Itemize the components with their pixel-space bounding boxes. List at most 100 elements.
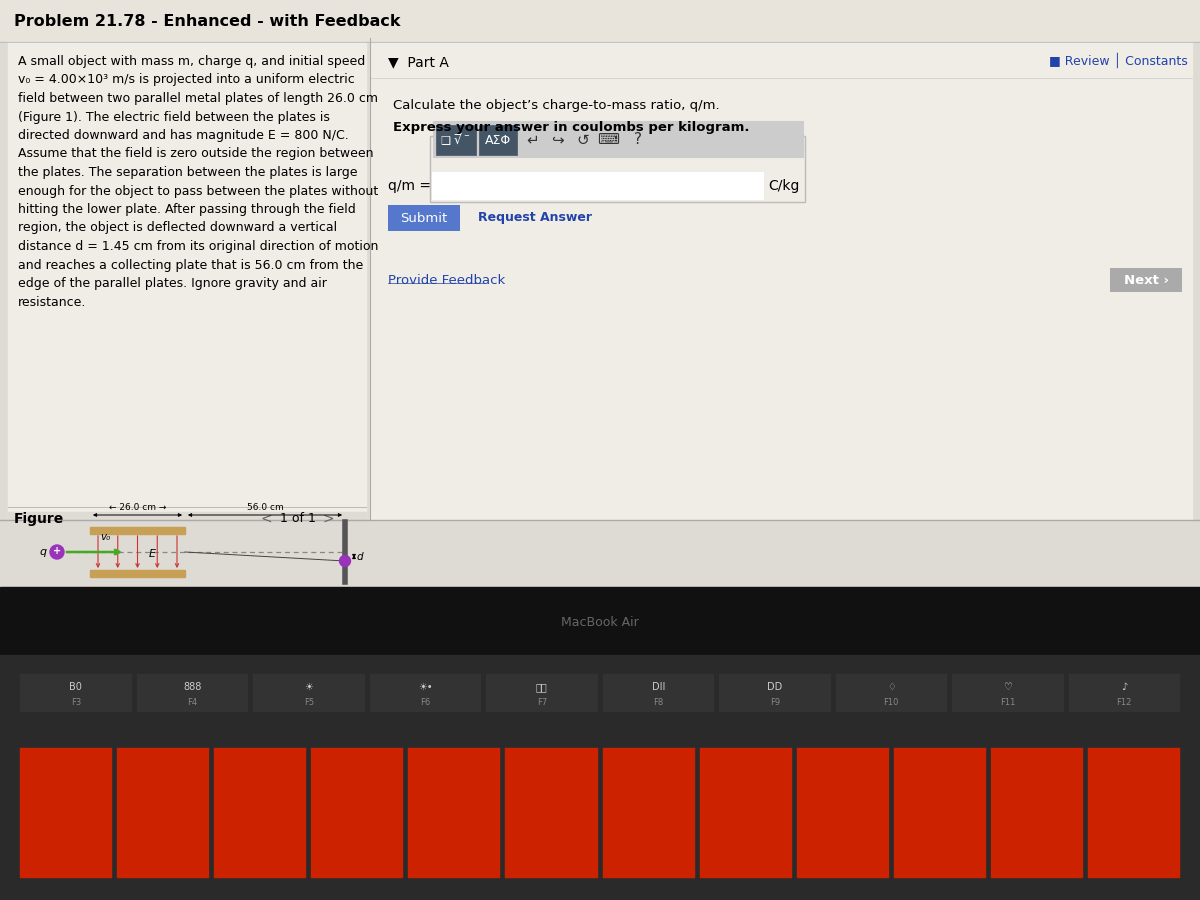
Bar (602, 674, 714, 712)
Text: ☀•: ☀• (418, 682, 432, 692)
Bar (505, 748, 598, 878)
Text: Submit: Submit (401, 212, 448, 224)
Bar (20, 674, 132, 712)
Text: Assume that the field is zero outside the region between: Assume that the field is zero outside th… (18, 148, 373, 160)
Text: F9: F9 (769, 698, 780, 707)
Bar (797, 748, 889, 878)
Bar (479, 125, 517, 155)
Text: <: < (260, 512, 271, 526)
Bar (214, 748, 306, 878)
Text: F7: F7 (536, 698, 547, 707)
Text: ☀: ☀ (305, 682, 313, 692)
Bar (253, 674, 365, 712)
Bar (719, 674, 830, 712)
Text: 888: 888 (184, 682, 202, 692)
Text: d: d (358, 552, 364, 562)
Text: E: E (149, 549, 156, 559)
Text: and reaches a collecting plate that is 56.0 cm from the: and reaches a collecting plate that is 5… (18, 258, 364, 272)
Bar (700, 748, 792, 878)
Text: DII: DII (652, 682, 665, 692)
Text: ♡: ♡ (1003, 682, 1012, 692)
Text: the plates. The separation between the plates is large: the plates. The separation between the p… (18, 166, 358, 179)
Bar (0, 587, 1200, 655)
Text: Calculate the object’s charge-to-mass ratio, q/m.: Calculate the object’s charge-to-mass ra… (394, 98, 720, 112)
Text: ↪: ↪ (552, 132, 564, 148)
Text: ↵: ↵ (527, 132, 539, 148)
Text: A small object with mass m, charge q, and initial speed: A small object with mass m, charge q, an… (18, 55, 365, 68)
Text: v₀ = 4.00×10³ m/s is projected into a uniform electric: v₀ = 4.00×10³ m/s is projected into a un… (18, 74, 355, 86)
Bar (8, 512, 366, 590)
Text: +: + (53, 546, 61, 556)
Text: Next ›: Next › (1123, 274, 1169, 286)
Bar (433, 121, 803, 157)
Bar (0, 0, 1200, 40)
Text: region, the object is deflected downward a vertical: region, the object is deflected downward… (18, 221, 337, 235)
Bar (20, 748, 112, 878)
Bar (137, 674, 248, 712)
Bar (388, 205, 460, 231)
Bar (0, 655, 1200, 900)
Text: C/kg: C/kg (768, 179, 799, 193)
Text: Figure: Figure (14, 512, 65, 526)
Text: F12: F12 (1116, 698, 1132, 707)
Bar (118, 748, 209, 878)
Text: F11: F11 (1000, 698, 1015, 707)
Text: 1 of 1: 1 of 1 (280, 512, 316, 526)
Bar (311, 748, 403, 878)
Bar (370, 42, 1192, 520)
Bar (90, 527, 185, 534)
Text: F10: F10 (883, 698, 899, 707)
Text: ♪: ♪ (1121, 682, 1127, 692)
Text: 56.0 cm: 56.0 cm (247, 503, 283, 512)
Text: edge of the parallel plates. Ignore gravity and air: edge of the parallel plates. Ignore grav… (18, 277, 326, 290)
Text: ♢: ♢ (887, 682, 895, 692)
Text: ?: ? (634, 132, 642, 148)
Text: F8: F8 (653, 698, 664, 707)
Text: AΣΦ: AΣΦ (485, 133, 511, 147)
Text: ❑: ❑ (440, 135, 450, 145)
Text: Problem 21.78 - Enhanced - with Feedback: Problem 21.78 - Enhanced - with Feedback (14, 14, 401, 30)
Text: Provide Feedback: Provide Feedback (388, 274, 505, 286)
Text: (Figure 1). The electric field between the plates is: (Figure 1). The electric field between t… (18, 111, 330, 123)
Bar (952, 674, 1063, 712)
Text: MacBook Air: MacBook Air (562, 616, 638, 629)
Text: hitting the lower plate. After passing through the field: hitting the lower plate. After passing t… (18, 203, 355, 216)
Bar (370, 674, 481, 712)
Text: q: q (40, 547, 47, 557)
Text: ⏪⏪: ⏪⏪ (536, 682, 547, 692)
Text: F4: F4 (187, 698, 197, 707)
Bar (408, 748, 500, 878)
Text: q/m =: q/m = (388, 179, 431, 193)
Text: >: > (322, 512, 334, 526)
Text: ▼  Part A: ▼ Part A (388, 55, 449, 69)
Bar (835, 674, 947, 712)
Text: ■ Review │ Constants: ■ Review │ Constants (1049, 52, 1188, 68)
Text: DD: DD (767, 682, 782, 692)
Bar (433, 173, 763, 199)
Bar (894, 748, 986, 878)
Bar (430, 136, 805, 202)
Bar (8, 42, 366, 520)
Text: distance d = 1.45 cm from its original direction of motion: distance d = 1.45 cm from its original d… (18, 240, 378, 253)
Bar (486, 674, 598, 712)
Text: √̅: √̅ (454, 133, 462, 147)
Bar (90, 570, 185, 577)
Text: resistance.: resistance. (18, 295, 86, 309)
Text: ↺: ↺ (577, 132, 589, 148)
Bar (1088, 748, 1180, 878)
Text: directed downward and has magnitude E = 800 N/C.: directed downward and has magnitude E = … (18, 129, 349, 142)
Text: enough for the object to pass between the plates without: enough for the object to pass between th… (18, 184, 378, 197)
Bar (1110, 268, 1182, 292)
Text: F3: F3 (71, 698, 80, 707)
Text: ⌨: ⌨ (598, 132, 619, 148)
Text: field between two parallel metal plates of length 26.0 cm: field between two parallel metal plates … (18, 92, 378, 105)
Bar (0, 0, 1200, 590)
Text: Express your answer in coulombs per kilogram.: Express your answer in coulombs per kilo… (394, 121, 750, 133)
Text: Request Answer: Request Answer (478, 212, 592, 224)
Text: v₀: v₀ (100, 532, 110, 542)
Circle shape (340, 555, 350, 566)
Text: ← 26.0 cm →: ← 26.0 cm → (109, 503, 166, 512)
Bar (991, 748, 1082, 878)
Text: B0: B0 (70, 682, 82, 692)
Bar (436, 125, 476, 155)
